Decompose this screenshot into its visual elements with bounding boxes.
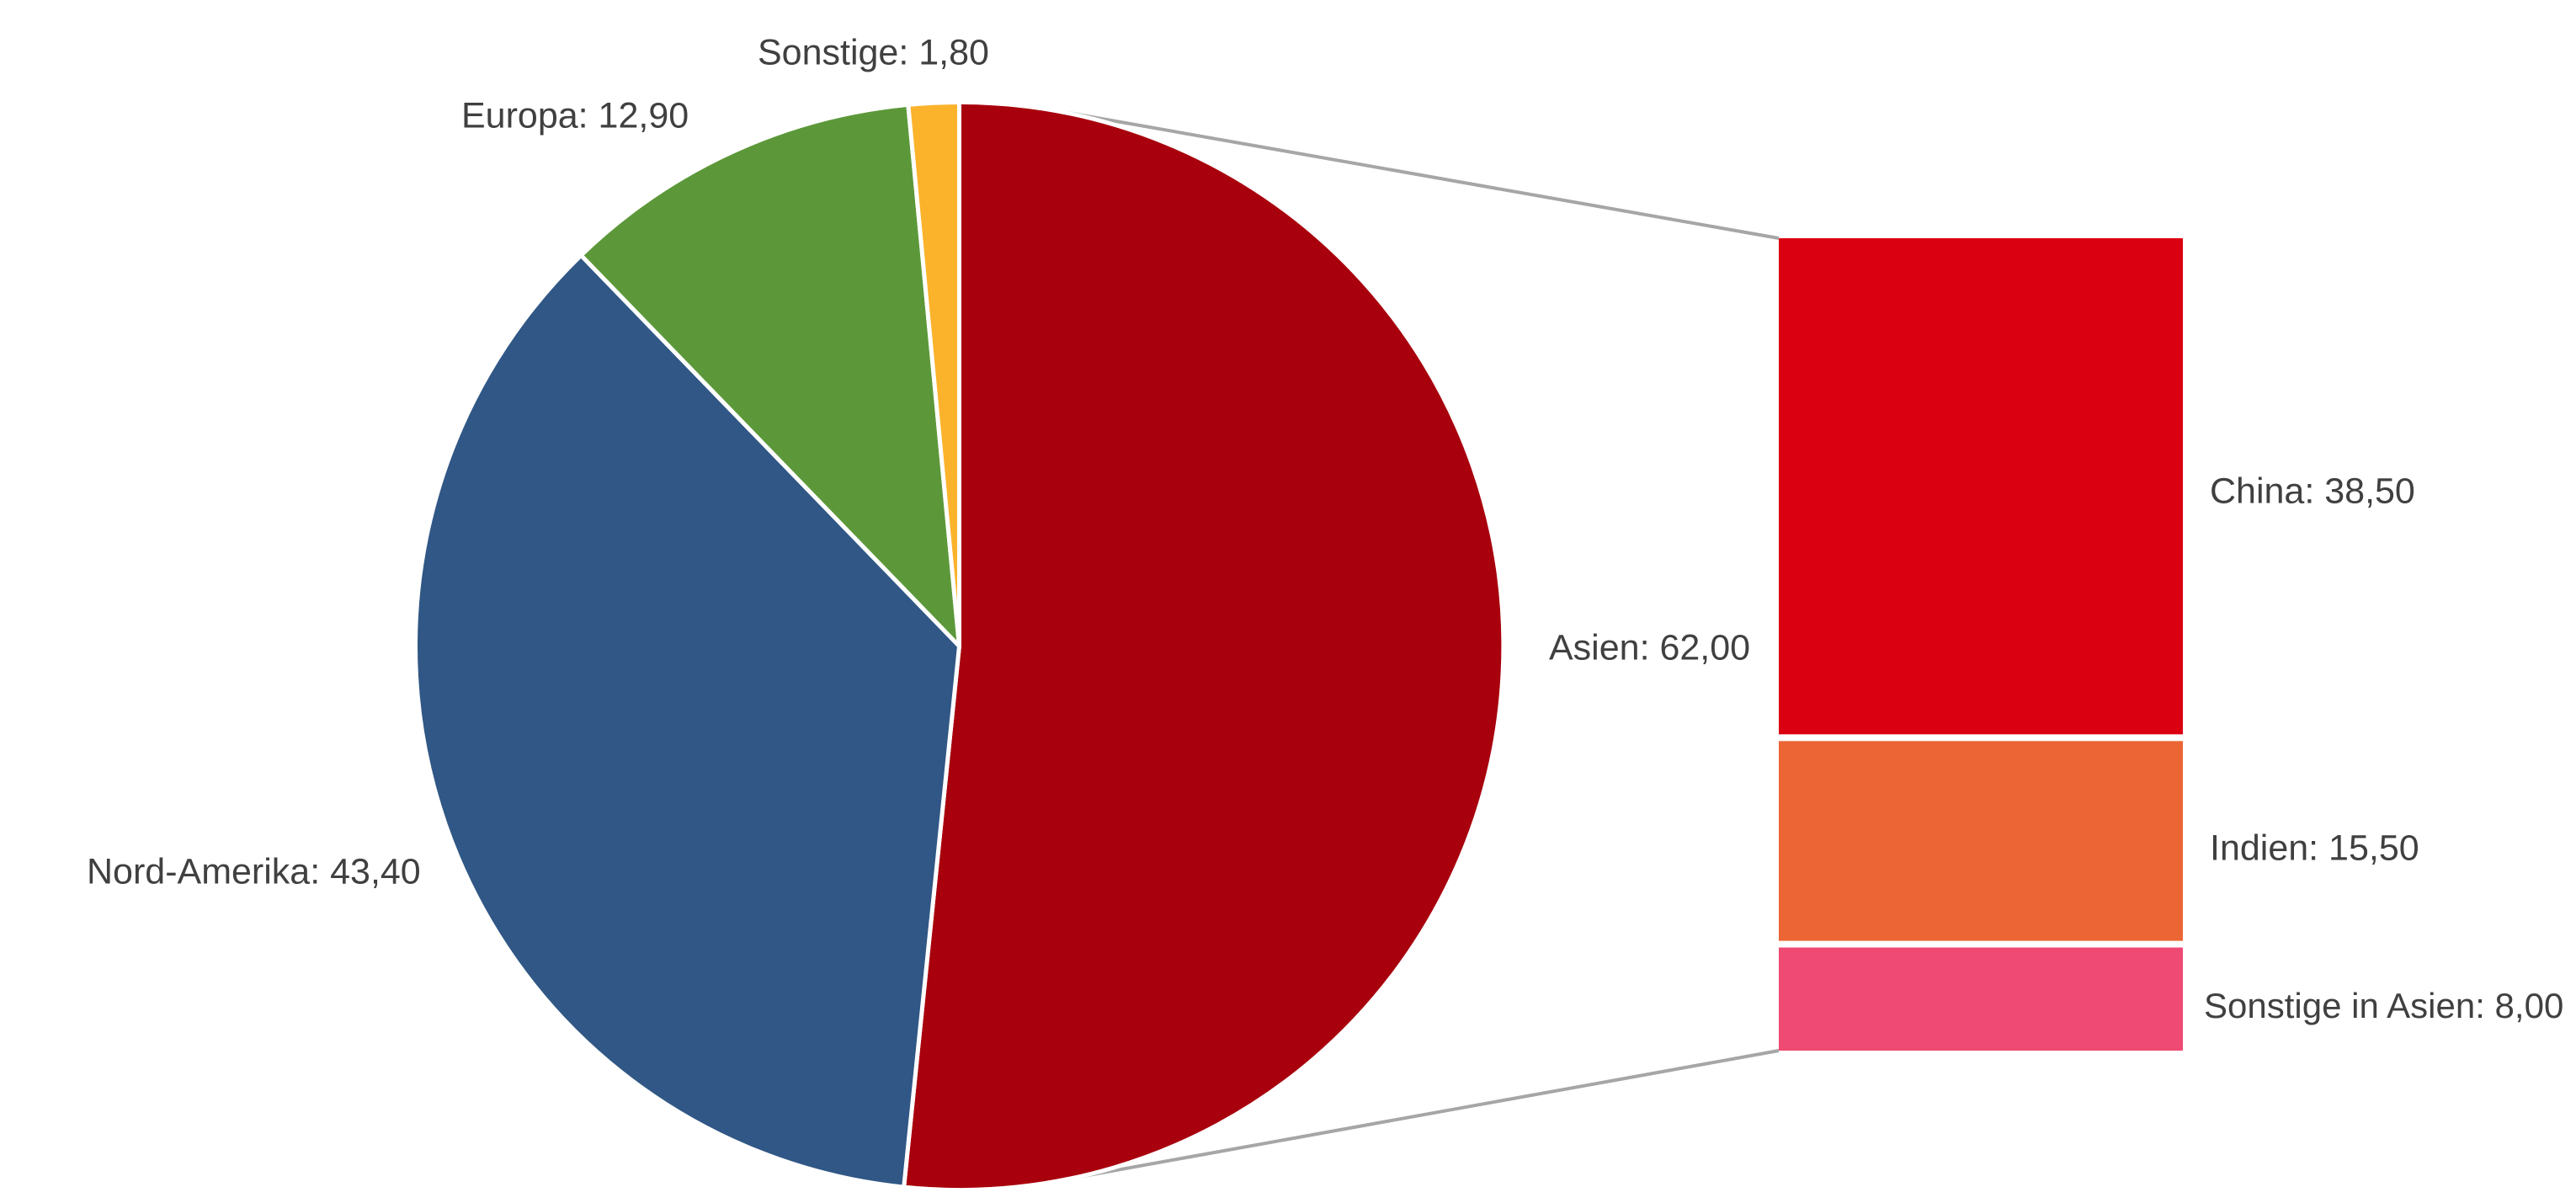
connector-line-bottom (1055, 1049, 1780, 1183)
bar-group (1779, 238, 2183, 1051)
pie-label-nord-amerika: Nord-Amerika: 43,40 (87, 851, 421, 892)
bar-label-china: China: 38,50 (2210, 471, 2415, 512)
pie-label-europa: Europa: 12,90 (461, 95, 689, 136)
bar-segment-sonstige-in-asien (1779, 947, 2183, 1051)
bar-segment-indien (1779, 741, 2183, 941)
pie-slice-europa (578, 102, 961, 648)
pie-label-asien: Asien: 62,00 (1549, 627, 1751, 668)
pie-slice-sonstige (906, 100, 961, 648)
pie-slice-nord-amerika (413, 253, 961, 1190)
bar-label-indien: Indien: 15,50 (2210, 828, 2419, 869)
pie-group (413, 100, 1506, 1192)
pie-label-sonstige: Sonstige: 1,80 (758, 32, 989, 73)
bar-segment-china (1779, 238, 2183, 735)
bar-label-sonstige-in-asien: Sonstige in Asien: 8,00 (2204, 986, 2564, 1025)
pie-slice-asien (902, 100, 1506, 1192)
connector-line-top (1053, 109, 1780, 240)
connector-lines (1053, 109, 1780, 1183)
